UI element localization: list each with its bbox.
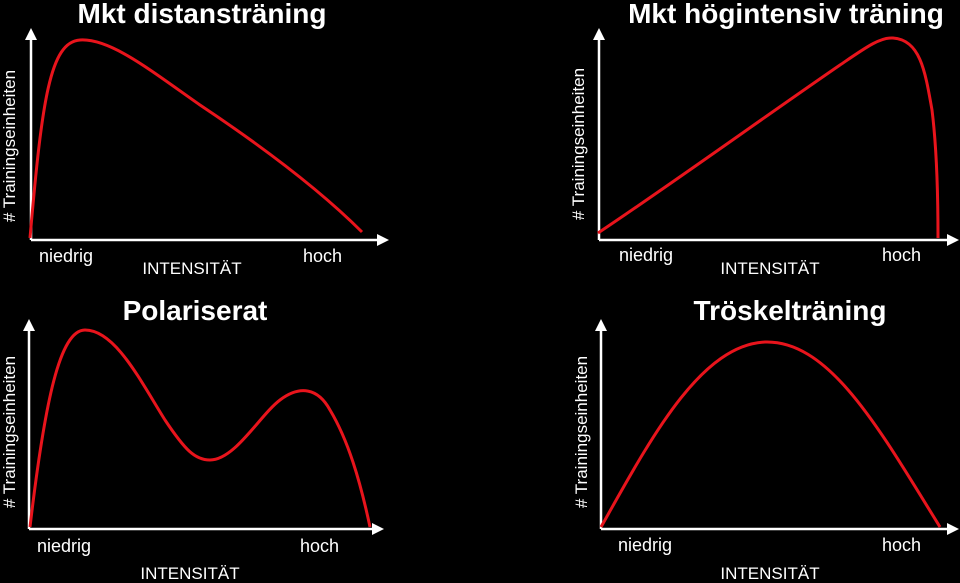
- x-high-label: hoch: [882, 245, 921, 265]
- panel-title: Mkt distansträning: [78, 0, 327, 29]
- x-high-label: hoch: [882, 535, 921, 555]
- x-axis-label: INTENSITÄT: [720, 259, 819, 278]
- distribution-curve: [599, 340, 942, 528]
- x-axis-arrow-icon: [372, 523, 384, 535]
- x-axis-label: INTENSITÄT: [720, 564, 819, 583]
- panel-title: Polariserat: [123, 295, 268, 326]
- panel-title: Tröskelträning: [694, 295, 887, 326]
- y-axis-label: # Trainingseinheiten: [0, 356, 19, 508]
- y-axis-arrow-icon: [25, 28, 37, 40]
- x-low-label: niedrig: [39, 246, 93, 266]
- distribution-curve: [597, 36, 940, 239]
- x-axis-arrow-icon: [947, 234, 959, 246]
- y-axis-arrow-icon: [595, 319, 607, 331]
- x-axis-label: INTENSITÄT: [142, 259, 241, 278]
- x-low-label: niedrig: [619, 245, 673, 265]
- x-low-label: niedrig: [618, 535, 672, 555]
- panel-distance-training: Mkt distansträning # Trainingseinheiten …: [0, 0, 389, 278]
- x-axis-arrow-icon: [377, 234, 389, 246]
- panel-title: Mkt högintensiv träning: [628, 0, 944, 29]
- y-axis-arrow-icon: [593, 28, 605, 40]
- x-low-label: niedrig: [37, 536, 91, 556]
- y-axis-label: # Trainingseinheiten: [569, 68, 588, 220]
- distribution-curve: [28, 38, 364, 239]
- y-axis-label: # Trainingseinheiten: [572, 356, 591, 508]
- panel-high-intensity-training: Mkt högintensiv träning # Trainingseinhe…: [569, 0, 959, 278]
- y-axis-label: # Trainingseinheiten: [0, 70, 19, 222]
- panel-polarized: Polariserat # Trainingseinheiten niedrig…: [0, 295, 384, 583]
- y-axis-arrow-icon: [23, 319, 35, 331]
- distribution-curve: [28, 328, 372, 528]
- x-high-label: hoch: [303, 246, 342, 266]
- x-axis-label: INTENSITÄT: [140, 564, 239, 583]
- x-axis-arrow-icon: [947, 523, 959, 535]
- x-high-label: hoch: [300, 536, 339, 556]
- panel-threshold-training: Tröskelträning # Trainingseinheiten nied…: [572, 295, 959, 583]
